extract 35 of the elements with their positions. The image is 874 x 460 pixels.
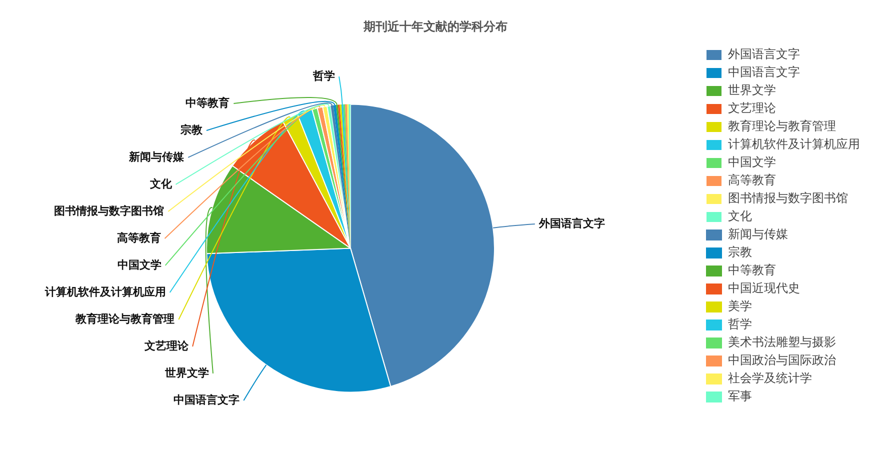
legend-label: 美术书法雕塑与摄影 [728, 335, 836, 350]
legend-label: 中国文学 [728, 155, 776, 170]
legend-label: 美学 [728, 299, 752, 314]
data-label: 宗教 [179, 123, 204, 136]
legend-label: 高等教育 [728, 173, 776, 188]
legend-label: 文艺理论 [728, 101, 776, 116]
chart-title: 期刊近十年文献的学科分布 [362, 19, 508, 34]
data-label: 中等教育 [186, 96, 230, 110]
legend-label: 军事 [728, 389, 752, 404]
legend-label: 文化 [728, 209, 752, 224]
legend-label: 图书情报与数字图书馆 [728, 191, 848, 206]
data-label: 外国语言文字 [538, 216, 605, 230]
legend-label: 外国语言文字 [728, 47, 800, 62]
data-label: 文化 [148, 177, 173, 190]
legend-label: 宗教 [728, 245, 752, 260]
legend-label: 中国政治与国际政治 [728, 353, 836, 368]
data-label: 中国文学 [117, 258, 162, 272]
data-label: 教育理论与教育管理 [74, 312, 175, 326]
data-label: 哲学 [312, 69, 336, 82]
legend-label: 计算机软件及计算机应用 [728, 137, 860, 152]
data-label: 世界文学 [164, 366, 210, 380]
legend-label: 中国语言文字 [728, 65, 800, 80]
legend-label: 世界文学 [728, 83, 776, 98]
data-label: 高等教育 [116, 231, 161, 244]
data-label: 文艺理论 [144, 339, 190, 352]
legend-label: 中等教育 [728, 263, 776, 278]
legend-label: 社会学及统计学 [728, 371, 812, 386]
legend-label: 中国近现代史 [728, 281, 800, 296]
data-label: 计算机软件及计算机应用 [44, 285, 166, 298]
data-label: 新闻与传媒 [128, 150, 186, 164]
legend-label: 新闻与传媒 [728, 227, 788, 242]
legend-label: 教育理论与教育管理 [728, 119, 836, 134]
legend-label: 哲学 [728, 317, 752, 332]
data-label: 图书情报与数字图书馆 [54, 204, 164, 218]
data-label: 中国语言文字 [174, 393, 240, 406]
